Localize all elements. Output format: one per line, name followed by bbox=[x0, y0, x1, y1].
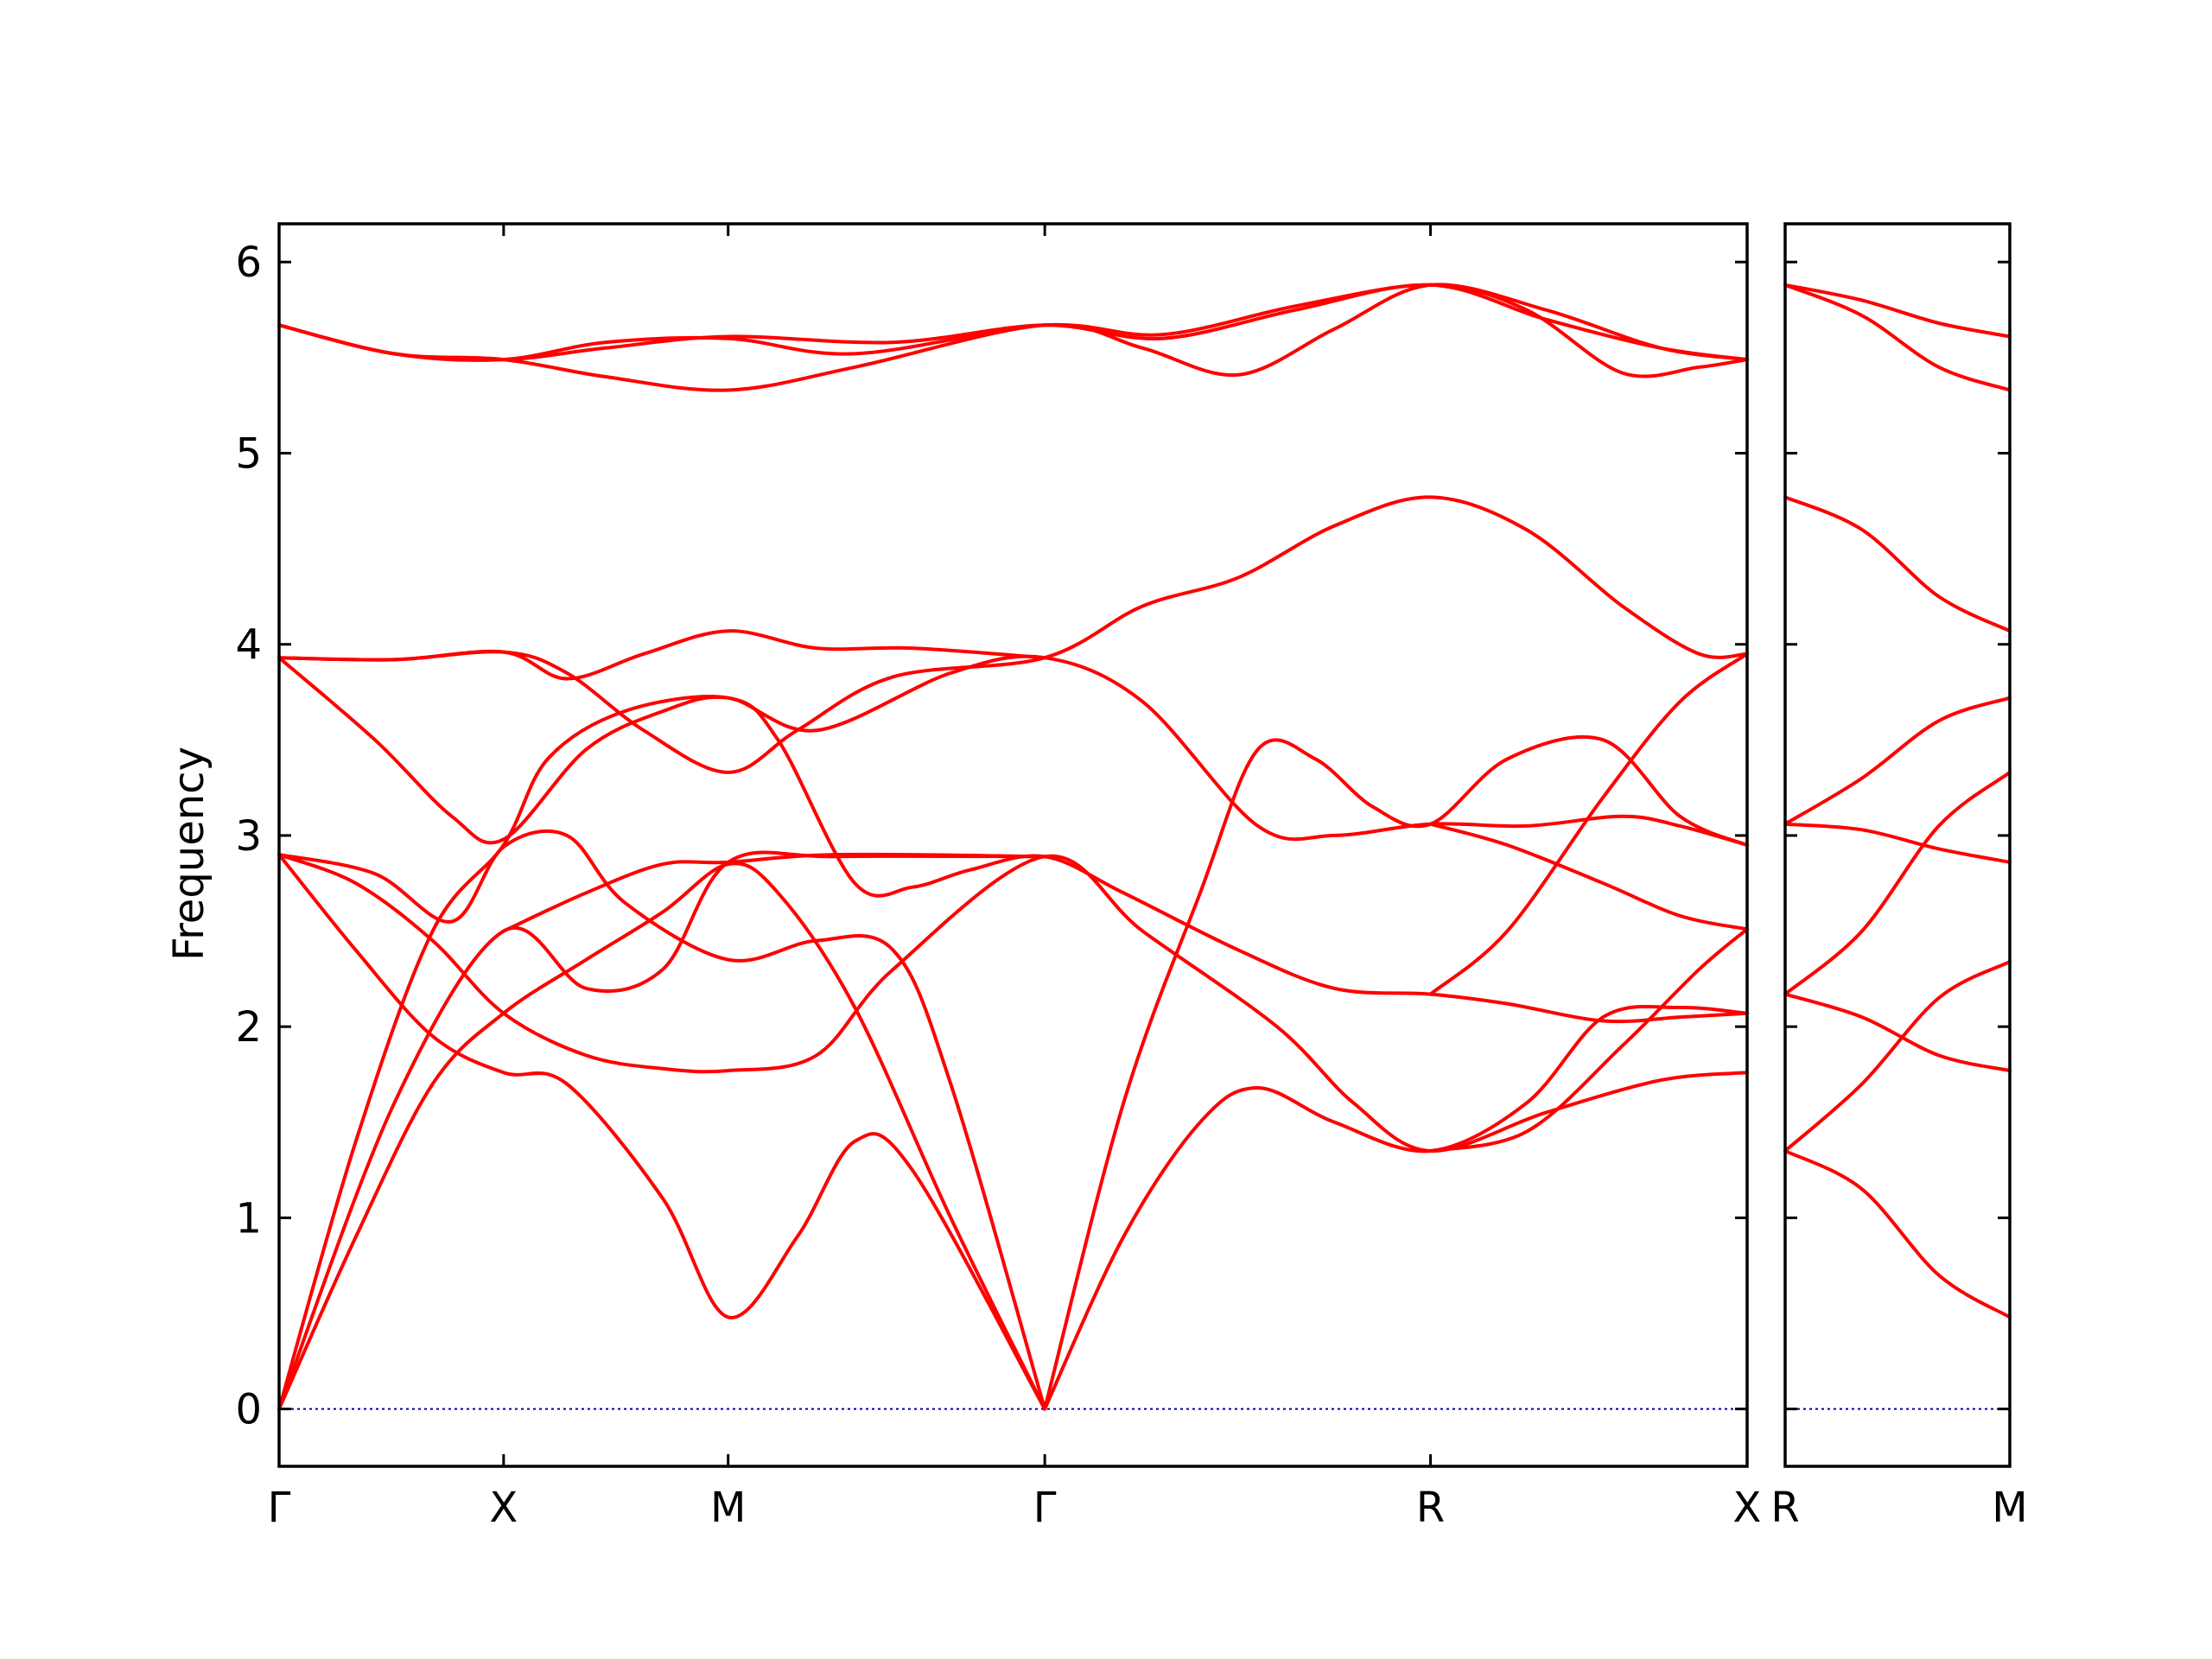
band-line bbox=[1783, 283, 2012, 392]
x-tick-label: R bbox=[1770, 1484, 1799, 1532]
band-line bbox=[277, 850, 1047, 1411]
x-tick-label: X bbox=[1733, 1484, 1762, 1532]
x-tick-label: X bbox=[489, 1484, 518, 1532]
y-axis-label: Frequency bbox=[165, 747, 213, 961]
band-line bbox=[1783, 770, 2012, 996]
band-line bbox=[1783, 283, 2012, 339]
band-line bbox=[1783, 992, 2012, 1073]
band-line bbox=[277, 283, 1749, 392]
band-line bbox=[1783, 822, 2012, 864]
band-line bbox=[501, 852, 1047, 933]
band-line bbox=[1428, 652, 1749, 996]
band-line bbox=[1428, 927, 1749, 1153]
band-line bbox=[277, 495, 1749, 774]
y-tick-label: 4 bbox=[235, 621, 262, 670]
y-tick-label: 1 bbox=[235, 1194, 262, 1243]
band-line bbox=[277, 829, 1047, 1411]
band-line bbox=[1783, 495, 2012, 633]
band-line bbox=[277, 283, 1749, 362]
band-line bbox=[277, 853, 1047, 1411]
band-line bbox=[1428, 822, 1749, 931]
band-line bbox=[277, 695, 1749, 1411]
y-tick-label: 0 bbox=[235, 1386, 262, 1434]
x-tick-label: Γ bbox=[1033, 1484, 1057, 1532]
band-line bbox=[1783, 1149, 2012, 1319]
band-line bbox=[1043, 1004, 1749, 1411]
band-line bbox=[1783, 696, 2012, 826]
band-line bbox=[277, 654, 1749, 847]
x-tick-label: Γ bbox=[268, 1484, 291, 1532]
y-tick-label: 6 bbox=[235, 238, 262, 287]
main-panel: 0 1 2 3 4 5 6 Γ X M Γ R X bbox=[235, 222, 1762, 1532]
plot-frame bbox=[277, 222, 1749, 1468]
band-line bbox=[1043, 734, 1749, 1411]
y-tick-label: 2 bbox=[235, 1003, 262, 1052]
plot-frame bbox=[1783, 222, 2012, 1468]
x-tick-label: M bbox=[710, 1484, 746, 1532]
y-tick-label: 5 bbox=[235, 429, 262, 478]
band-line bbox=[277, 861, 1047, 1411]
y-tick-label: 3 bbox=[235, 812, 262, 861]
x-tick-label: M bbox=[1992, 1484, 2027, 1532]
band-line bbox=[1783, 960, 2012, 1153]
band-line bbox=[277, 629, 1047, 681]
band-line bbox=[277, 283, 1749, 378]
x-tick-label: R bbox=[1416, 1484, 1445, 1532]
band-line bbox=[277, 853, 1749, 1154]
